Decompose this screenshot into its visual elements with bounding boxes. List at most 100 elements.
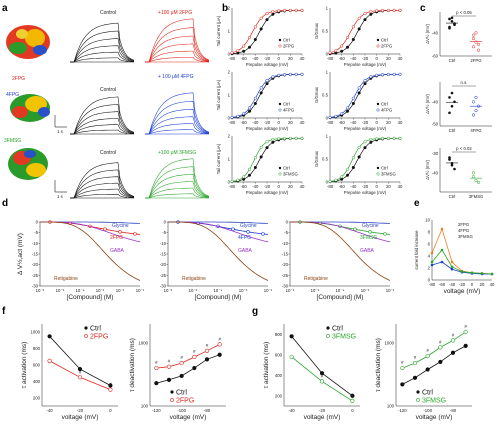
d-panel2-xtick-label: 10⁻² xyxy=(264,288,273,293)
trace-drug-row1-5 xyxy=(145,35,210,63)
f-act-ytick-label: 1000 xyxy=(30,330,40,335)
d-panel1-xtick-label: 10⁻² xyxy=(116,288,125,293)
b-tail-row3-legend-ctrl-marker xyxy=(278,166,282,170)
d-panel2-xtick-label: 10⁻⁵ xyxy=(189,288,198,293)
b-gv-row2-point-ctrl xyxy=(345,109,350,113)
f-deact-hash: # xyxy=(180,355,183,360)
b-gv-row1-legend-ctrl-marker xyxy=(376,38,380,42)
b-gv-row1-ytick-label: 0.5 xyxy=(322,29,329,34)
f-act-legend-ctrl: Ctrl xyxy=(90,326,101,333)
b-tail-row1-point-ctrl xyxy=(242,49,246,53)
trace-drug-row1-4 xyxy=(145,43,210,63)
g-deact-hash: # xyxy=(414,355,417,360)
b-gv-row3-ylabel: G/Gmax xyxy=(314,150,319,167)
e-point-4FPG xyxy=(450,267,454,271)
g-deact-legend-drug-marker xyxy=(416,398,420,402)
c-row1-xlabel-ctrl: Ctrl xyxy=(449,58,456,63)
g-deact-point-3FMSG xyxy=(438,345,443,350)
b-tail-row3-ytick-label: 1 xyxy=(228,157,231,162)
b-tail-row3-point-ctrl xyxy=(259,155,263,159)
trace-drug-row3-7 xyxy=(145,158,210,199)
e-xtick-label: 40 xyxy=(490,282,495,287)
b-gv-row1-xtick-label: -40 xyxy=(350,56,357,61)
b-tail-row3-point-3fmsg xyxy=(288,136,292,140)
d-panel1-curve-retigabine xyxy=(40,221,141,281)
b-tail-row3-legend-ctrl: Ctrl xyxy=(283,166,290,171)
drug-label-2fpg: +100 μM 2FPG xyxy=(158,10,192,16)
b-tail-row2-legend-drug: 4FPG xyxy=(283,108,295,113)
e-xtick-label: -80 xyxy=(429,282,436,287)
c-row2-point-drug xyxy=(471,100,476,104)
e-ylabel: current fold increase xyxy=(414,230,419,270)
b-gv-row1-legend-ctrl: Ctrl xyxy=(381,38,388,43)
d-panel3-ytick-label: -25 xyxy=(282,273,289,278)
e-point-3FMSG xyxy=(490,272,494,276)
b-gv-row3-point-3fmsg xyxy=(380,136,385,140)
g-deact-point-Ctrl xyxy=(438,359,443,365)
f-deact-legend-drug-marker xyxy=(170,398,174,402)
f-act-ylabel: τ activation (ms) xyxy=(21,342,28,389)
b-gv-row1-point-2fpg xyxy=(357,16,361,20)
d-panel1-label-gaba: GABA xyxy=(110,248,125,254)
d-panel2-label-gaba: GABA xyxy=(238,248,253,254)
f-act-point-Ctrl xyxy=(47,334,52,339)
trace-drug-row2-5 xyxy=(145,108,210,135)
d-panel3-label-gaba: GABA xyxy=(360,248,375,254)
b-tail-row1-ytick-label: 0 xyxy=(228,52,231,57)
mol-label-2fpg: 2FPG xyxy=(12,76,25,82)
scale-time-2: 1 s xyxy=(57,194,63,199)
g-deact-hash: # xyxy=(464,324,467,329)
d-panel1-ytick-label: -15 xyxy=(32,252,39,257)
b-tail-row1-point-2fpg xyxy=(294,8,298,12)
b-tail-row2-point-4fpg xyxy=(277,73,281,77)
b-gv-row3-point-3fmsg xyxy=(340,175,344,179)
b-tail-row1-xtick-label: -60 xyxy=(241,56,248,61)
d-panel1-ytick-label: 0 xyxy=(36,220,39,225)
b-gv-row1-point-2fpg xyxy=(392,8,396,12)
b-tail-row3-point-3fmsg xyxy=(271,137,275,142)
f-deact-line-2FPG xyxy=(156,344,220,369)
b-tail-row2-ytick-label: 1 xyxy=(228,93,231,98)
d-panel1-label-glycine: Glycine xyxy=(112,223,129,229)
c-row3-point-ctrl xyxy=(448,156,451,159)
d-panel2-point-drug xyxy=(231,227,235,231)
e-legend-3: 3FMSG xyxy=(458,234,473,239)
d-panel1-ytick-label: -20 xyxy=(32,262,39,267)
b-tail-row1-point-2fpg xyxy=(271,10,275,14)
d-panel1-label-drug: 2FPG xyxy=(110,235,123,241)
d-panel2-xlabel: [Compound] (M) xyxy=(195,294,242,301)
c-row1-point-drug xyxy=(474,31,478,35)
trace-drug-row3-3 xyxy=(145,187,210,199)
b-gv-row1-point-2fpg xyxy=(351,25,355,29)
b-tail-row1-point-ctrl xyxy=(247,45,252,49)
d-panel3-ytick-label: -20 xyxy=(282,262,289,267)
f-deact-point-Ctrl xyxy=(217,352,222,357)
c-row2-point-ctrl xyxy=(448,111,451,115)
g-deact-point-Ctrl xyxy=(463,343,468,348)
trace-control-row2-5 xyxy=(70,111,135,135)
b-tail-row2-point-4fpg xyxy=(247,106,252,110)
c-row3-ytick-label: -30 xyxy=(432,151,439,156)
b-gv-row1-xtick-label: 20 xyxy=(386,56,391,61)
c-row2-point-drug xyxy=(474,95,478,99)
d-panel3-label-drug: 3FMSG xyxy=(360,235,377,241)
current-traces xyxy=(70,18,210,199)
b-tail-row3-legend-drug-marker xyxy=(278,172,282,176)
f-deact-hash: # xyxy=(206,343,209,348)
c-row2-point-ctrl xyxy=(448,96,451,99)
d-panel3-xtick-label: 10⁻² xyxy=(386,288,395,293)
molecule-3fmsg xyxy=(8,148,48,180)
f-act-ytick-label: 800 xyxy=(33,346,41,351)
d-panel2-ytick-label: -10 xyxy=(160,241,167,246)
g-deact-legend-ctrl-marker xyxy=(416,390,420,394)
g-deact-hash: # xyxy=(401,360,404,365)
b-tail-row1-xtick-label: -80 xyxy=(229,56,236,61)
b-gv-row1-point-2fpg xyxy=(375,9,379,13)
b-gv-row2-xtick-label: -80 xyxy=(327,120,334,125)
c-row2-ylabel: ΔV½ (mV) xyxy=(425,94,430,114)
b-gv-row3-point-3fmsg xyxy=(375,137,379,141)
d-panel1-ytick-label: -10 xyxy=(32,241,39,246)
d-panel3-xtick-label: 10⁻⁴ xyxy=(336,288,345,293)
control-label-1: Control xyxy=(100,10,116,16)
d-panel3-ytick-label: -5 xyxy=(284,230,288,235)
